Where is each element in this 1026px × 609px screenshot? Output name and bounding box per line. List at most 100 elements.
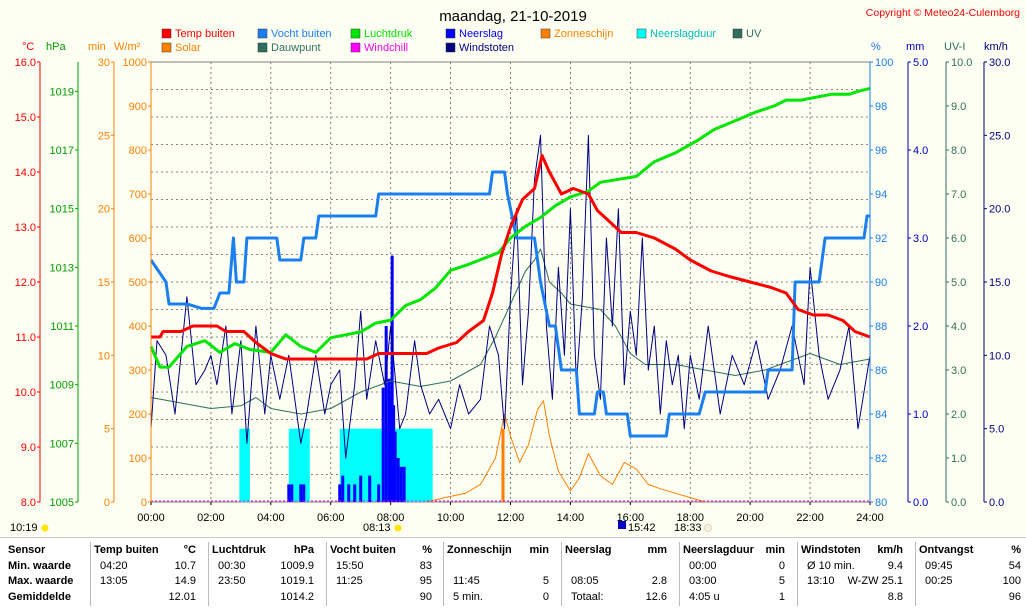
stats-col-title: Temp buiten xyxy=(94,544,159,556)
unit-rain: mm xyxy=(906,41,924,53)
rain-bar xyxy=(353,484,357,502)
axis-tick-label-uv: 1.0 xyxy=(951,453,966,465)
stats-max-time: 13:10 xyxy=(807,575,835,587)
axis-tick-label-pressure: 1013 xyxy=(50,262,74,274)
stats-col-title: Neerslag xyxy=(565,544,612,556)
stats-min-row: 04:20 10.7 xyxy=(94,560,202,574)
stats-max-time: 00:25 xyxy=(925,575,953,587)
stats-min-row xyxy=(447,560,555,574)
axis-units: °C hPa min W/m² % mm UV-I km/h xyxy=(22,41,1008,53)
axis-tick-label-solar: 800 xyxy=(129,145,147,157)
axis-tick-label-solar: 700 xyxy=(129,189,147,201)
stats-min-row: 15:50 83 xyxy=(330,560,438,574)
stats-col-unit: % xyxy=(1011,544,1021,556)
stats-col-title: Zonneschijn xyxy=(447,544,512,556)
stats-max-value: 2.8 xyxy=(651,575,667,587)
event-label: 15:42 xyxy=(628,522,656,534)
rain-bar xyxy=(287,484,291,502)
axis-tick-label-uv: 7.0 xyxy=(951,189,966,201)
legend-label: Temp buiten xyxy=(175,28,235,40)
stats-avg-row: 4:05 u 1 xyxy=(683,591,791,605)
stats-separator xyxy=(561,542,562,606)
time-markers: 10:19 08:13 15:42 18:33 xyxy=(10,521,712,534)
copyright: Copyright © Meteo24-Culemborg xyxy=(866,7,1020,19)
rain-duration-bar xyxy=(288,428,310,502)
axis-tick-label-uv: 4.0 xyxy=(951,321,966,333)
stats-col-header: Luchtdruk hPa xyxy=(212,544,320,556)
unit-solar: W/m² xyxy=(114,41,141,53)
stats-col-temp-buiten: Temp buiten °C 04:20 10.7 13:05 14.9 12.01 xyxy=(94,538,202,609)
axis-tick-label-wind: 20.0 xyxy=(989,204,1010,216)
legend-label: Neerslagduur xyxy=(650,28,716,40)
stats-max-time: 13:05 xyxy=(100,575,128,587)
sunshine-bar xyxy=(501,428,505,502)
axis-tick-label-uv: 0.0 xyxy=(951,497,966,509)
axis-tick-label-temp: 12.0 xyxy=(15,277,36,289)
stats-separator xyxy=(915,542,916,606)
stats-table: Sensor Min. waarde Max. waarde Gemiddeld… xyxy=(0,537,1026,609)
axis-tick-label-wind: 30.0 xyxy=(989,57,1010,69)
axis-tick-label-humidity: 92 xyxy=(875,233,887,245)
rain-bar xyxy=(381,387,385,502)
axis-tick-label-solar: 600 xyxy=(129,233,147,245)
stats-avg-time: 4:05 u xyxy=(689,591,720,603)
legend-swatch xyxy=(161,28,172,39)
series-luchtdruk xyxy=(149,86,871,369)
axis-tick-label-temp: 9.0 xyxy=(21,442,36,454)
axis-tick-label-pressure: 1007 xyxy=(50,438,74,450)
stats-separator xyxy=(443,542,444,606)
axis-tick-label-wind: 5.0 xyxy=(989,424,1004,436)
axis-tick-label-sunmin: 30 xyxy=(98,57,110,69)
stats-col-title: Ontvangst xyxy=(919,544,974,556)
stats-max-value: 95 xyxy=(419,575,432,587)
stats-max-value: 5 xyxy=(542,575,549,587)
stats-min-value: 9.4 xyxy=(887,560,903,572)
stats-max-value: 1019.1 xyxy=(280,575,314,587)
axis-tick-label-uv: 10.0 xyxy=(951,57,972,69)
stats-max-label: Max. waarde xyxy=(8,575,74,587)
series-windstoten xyxy=(150,134,871,459)
stats-min-time: 15:50 xyxy=(336,560,364,572)
legend-swatch xyxy=(445,42,456,53)
stats-min-row: 00:00 0 xyxy=(683,560,791,574)
rain-bar xyxy=(338,484,342,502)
rain-bar xyxy=(347,484,351,502)
axis-tick-label-solar: 1000 xyxy=(123,57,147,69)
axis-tick-label-rain: 5.0 xyxy=(913,57,928,69)
axis-tick-label-temp: 13.0 xyxy=(15,222,36,234)
axis-tick-label-pressure: 1009 xyxy=(50,380,74,392)
stats-min-row: 00:30 1009.9 xyxy=(212,560,320,574)
stats-row-labels: Sensor Min. waarde Max. waarde Gemiddeld… xyxy=(8,538,88,609)
stats-min-row: 09:45 54 xyxy=(919,560,1026,574)
legend-swatch xyxy=(350,28,361,39)
stats-max-row: 13:10 W-ZW 25.1 xyxy=(801,575,909,589)
axis-tick-label-sunmin: 5 xyxy=(104,424,110,436)
stats-col-header: Zonneschijn min xyxy=(447,544,555,556)
axis-tick-label-sunmin: 20 xyxy=(98,204,110,216)
legend-swatch xyxy=(636,28,647,39)
rain-bar xyxy=(359,475,363,502)
series-solar xyxy=(426,400,706,503)
axis-tick-label-uv: 6.0 xyxy=(951,233,966,245)
chart-title: maandag, 21-10-2019 xyxy=(439,8,587,25)
legend-label: Solar xyxy=(175,42,201,54)
stats-max-value: 5 xyxy=(778,575,785,587)
axis-tick-label-humidity: 100 xyxy=(875,57,893,69)
axis-tick-label-wind: 10.0 xyxy=(989,350,1010,362)
stats-avg-value: 1014.2 xyxy=(280,591,314,603)
legend-label: Zonneschijn xyxy=(554,28,613,40)
stats-min-time: 09:45 xyxy=(925,560,953,572)
stats-avg-label: Gemiddelde xyxy=(8,591,71,603)
legend-swatch xyxy=(257,42,268,53)
x-tick-label: 24:00 xyxy=(856,512,884,524)
axis-tick-label-humidity: 80 xyxy=(875,497,887,509)
axis-tick-label-wind: 15.0 xyxy=(989,277,1010,289)
stats-avg-row: 12.01 xyxy=(94,591,202,605)
axis-tick-label-temp: 8.0 xyxy=(21,497,36,509)
stats-max-row: 23:50 1019.1 xyxy=(212,575,320,589)
stats-max-time: 11:45 xyxy=(453,575,480,587)
sunrise-label: 08:13 xyxy=(363,522,391,534)
stats-col-windstoten: Windstoten km/h Ø 10 min. 9.4 13:10 W-ZW 25.1… xyxy=(801,538,909,609)
rain-bar xyxy=(299,484,303,502)
stats-col-neerslag: Neerslag mm 08:05 2.8 Totaal: 12.6 xyxy=(565,538,673,609)
